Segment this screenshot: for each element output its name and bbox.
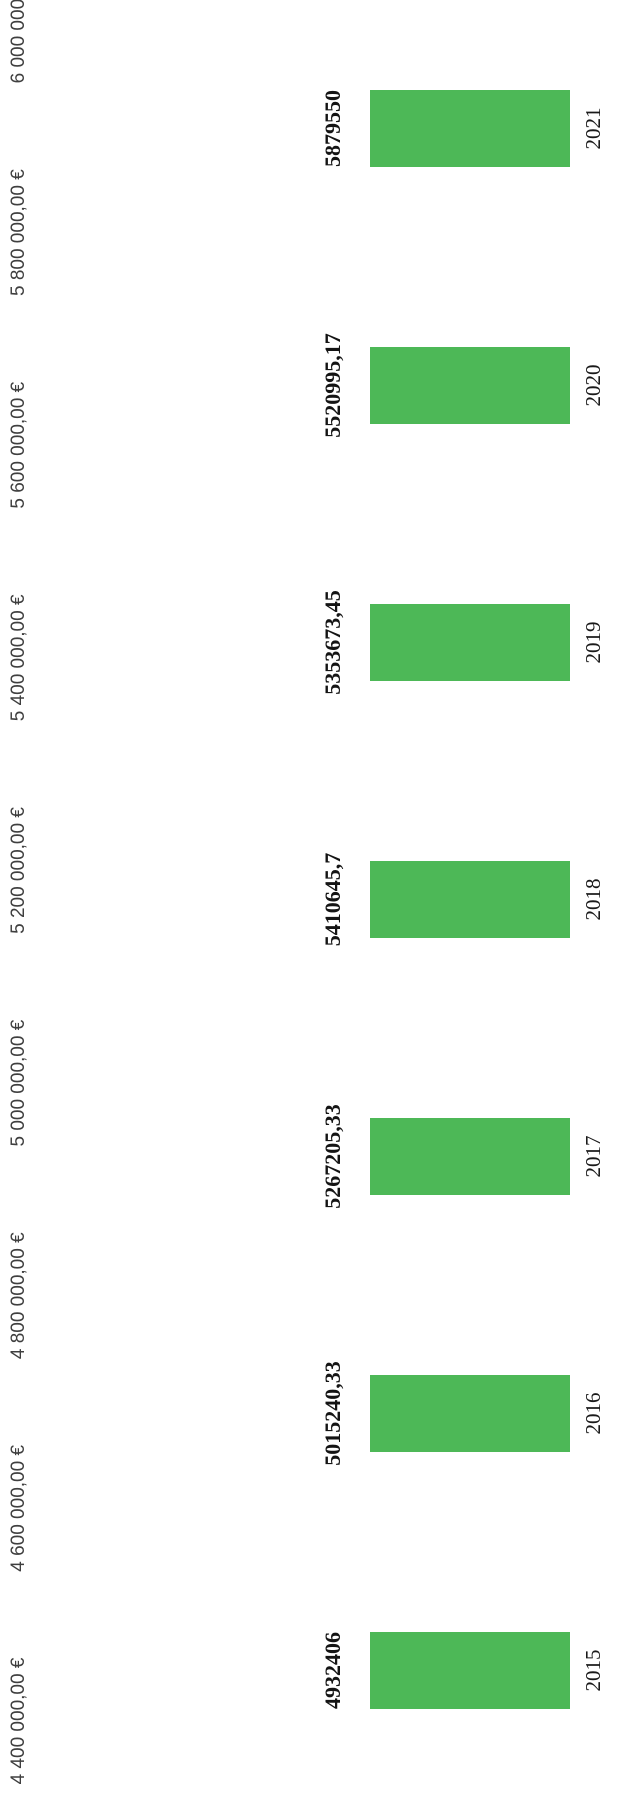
- bar-series: [370, 90, 570, 1709]
- bar: [370, 604, 570, 681]
- bar: [370, 861, 570, 938]
- data-label: 5353673,45: [320, 590, 345, 695]
- category-label: 2015: [581, 1650, 605, 1692]
- data-label: 4932406: [320, 1632, 345, 1709]
- value-tick-label: 4 800 000,00 €: [8, 1232, 29, 1359]
- value-tick-label: 5 200 000,00 €: [8, 807, 29, 934]
- value-axis-ticks: 4 400 000,00 € 4 600 000,00 € 4 800 000,00…: [8, 0, 29, 1784]
- bar: [370, 1632, 570, 1709]
- category-label: 2017: [581, 1136, 605, 1178]
- data-labels: 4932406 5015240,33 5267205,33 5410645,7 5353…: [320, 90, 345, 1709]
- data-label: 5015240,33: [320, 1361, 345, 1466]
- value-tick-label: 6 000 000,00 €: [8, 0, 29, 83]
- bar: [370, 1118, 570, 1195]
- category-label: 2019: [581, 622, 605, 664]
- value-tick-label: 4 400 000,00 €: [8, 1657, 29, 1784]
- category-labels: 2015 2016 2017 2018 2019 2020 2021: [581, 108, 605, 1692]
- data-label: 5879550: [320, 90, 345, 167]
- data-label: 5520995,17: [320, 333, 345, 438]
- category-label: 2021: [581, 108, 605, 150]
- value-tick-label: 5 600 000,00 €: [8, 381, 29, 508]
- bar: [370, 90, 570, 167]
- value-tick-label: 4 600 000,00 €: [8, 1445, 29, 1572]
- value-tick-label: 5 000 000,00 €: [8, 1019, 29, 1146]
- category-label: 2020: [581, 365, 605, 407]
- data-label: 5410645,7: [320, 853, 345, 947]
- bar: [370, 347, 570, 424]
- category-label: 2016: [581, 1393, 605, 1435]
- data-label: 5267205,33: [320, 1104, 345, 1209]
- bar: [370, 1375, 570, 1452]
- value-tick-label: 5 800 000,00 €: [8, 169, 29, 296]
- category-label: 2018: [581, 879, 605, 921]
- value-tick-label: 5 400 000,00 €: [8, 594, 29, 721]
